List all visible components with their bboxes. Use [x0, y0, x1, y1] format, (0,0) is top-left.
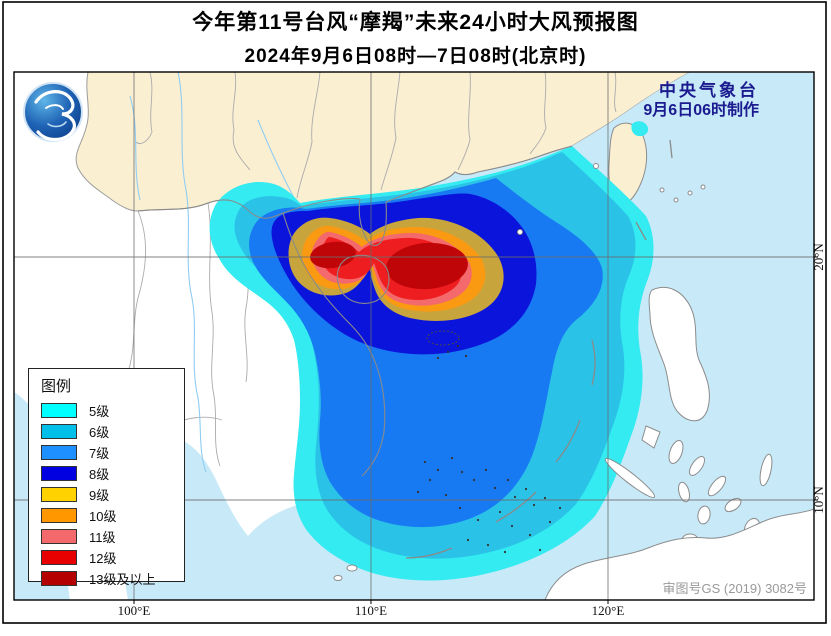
legend-row: 13级及以上 — [41, 568, 184, 589]
legend-swatch-8 — [41, 466, 77, 481]
x-label-110e: 110°E — [355, 603, 387, 618]
legend-swatch-9 — [41, 487, 77, 502]
legend-label-12: 12级 — [89, 551, 117, 566]
legend-swatch-12 — [41, 550, 77, 565]
page-title: 今年第11号台风“摩羯”未来24小时大风预报图 — [192, 11, 639, 34]
mindoro-island — [641, 425, 661, 449]
legend-label-10: 10级 — [89, 509, 117, 524]
legend-swatch-6 — [41, 424, 77, 439]
agency-credit: 中央气象台 9月6日06时制作 — [643, 80, 759, 121]
x-label-100e: 100°E — [118, 603, 151, 618]
legend-label-6: 6级 — [89, 425, 110, 440]
palawan-island — [604, 458, 656, 498]
x-label-120e: 120°E — [592, 603, 625, 618]
legend-label-13: 13级及以上 — [89, 572, 156, 587]
agency-name: 中央气象台 — [659, 81, 759, 100]
y-label-10n: 10°N — [811, 486, 826, 514]
luzon-island — [648, 286, 710, 422]
legend-row: 10级 — [41, 505, 184, 526]
page-border — [2, 1, 827, 624]
legend-row: 6级 — [41, 421, 184, 442]
rivers — [129, 72, 295, 473]
legend-swatch-10 — [41, 508, 77, 523]
legend-box: 图例 5级 6级 7级 8级 9级 10级 11级 12级 13级及以上 — [28, 368, 185, 587]
coastlines-overlay — [137, 145, 573, 477]
borneo-island — [544, 508, 814, 600]
wind-core-13-east — [386, 242, 468, 290]
legend-swatch-7 — [41, 445, 77, 460]
guangdong-coast — [282, 145, 573, 214]
axis-ticks — [133, 256, 818, 604]
issue-time: 9月6日06时制作 — [643, 102, 759, 120]
wind-patch-taiwan-tip — [631, 121, 649, 137]
legend-swatch-5 — [41, 403, 77, 418]
legend-row: 11级 — [41, 526, 184, 547]
legend-label-5: 5级 — [89, 404, 110, 419]
philippine-islands — [604, 286, 773, 547]
legend-row: 5级 — [41, 400, 184, 421]
nine-dash-line — [405, 139, 673, 559]
map-frame — [13, 71, 815, 601]
wind-core-13-west — [310, 241, 356, 269]
axis-labels: 100°E 110°E 120°E 20°N 10°N — [118, 243, 826, 618]
legend-label-9: 9级 — [89, 488, 110, 503]
map-header: 今年第11号台风“摩羯”未来24小时大风预报图 2024年9月6日08时—7日0… — [0, 6, 831, 68]
small-islands — [333, 163, 706, 581]
legend-label-7: 7级 — [89, 446, 110, 461]
leizhou-peninsula — [358, 198, 387, 247]
legend-swatch-13 — [41, 571, 77, 586]
cma-logo — [23, 82, 83, 142]
legend-row: 12级 — [41, 547, 184, 568]
china-vietnam-border — [137, 199, 284, 219]
legend-title: 图例 — [41, 378, 72, 395]
map-approval-number: 审图号GS (2019) 3082号 — [662, 581, 807, 596]
legend-label-11: 11级 — [89, 530, 116, 545]
legend-row: 7级 — [41, 442, 184, 463]
legend-row: 8级 — [41, 463, 184, 484]
paracel-islands — [426, 330, 468, 360]
legend-row: 9级 — [41, 484, 184, 505]
spratly-islands — [416, 456, 562, 554]
legend-label-8: 8级 — [89, 467, 110, 482]
hainan-outline — [336, 254, 390, 304]
vietnam-coast — [282, 212, 386, 477]
page-subtitle: 2024年9月6日08时—7日08时(北京时) — [244, 46, 587, 67]
legend-swatch-11 — [41, 529, 77, 544]
y-label-20n: 20°N — [811, 243, 826, 271]
